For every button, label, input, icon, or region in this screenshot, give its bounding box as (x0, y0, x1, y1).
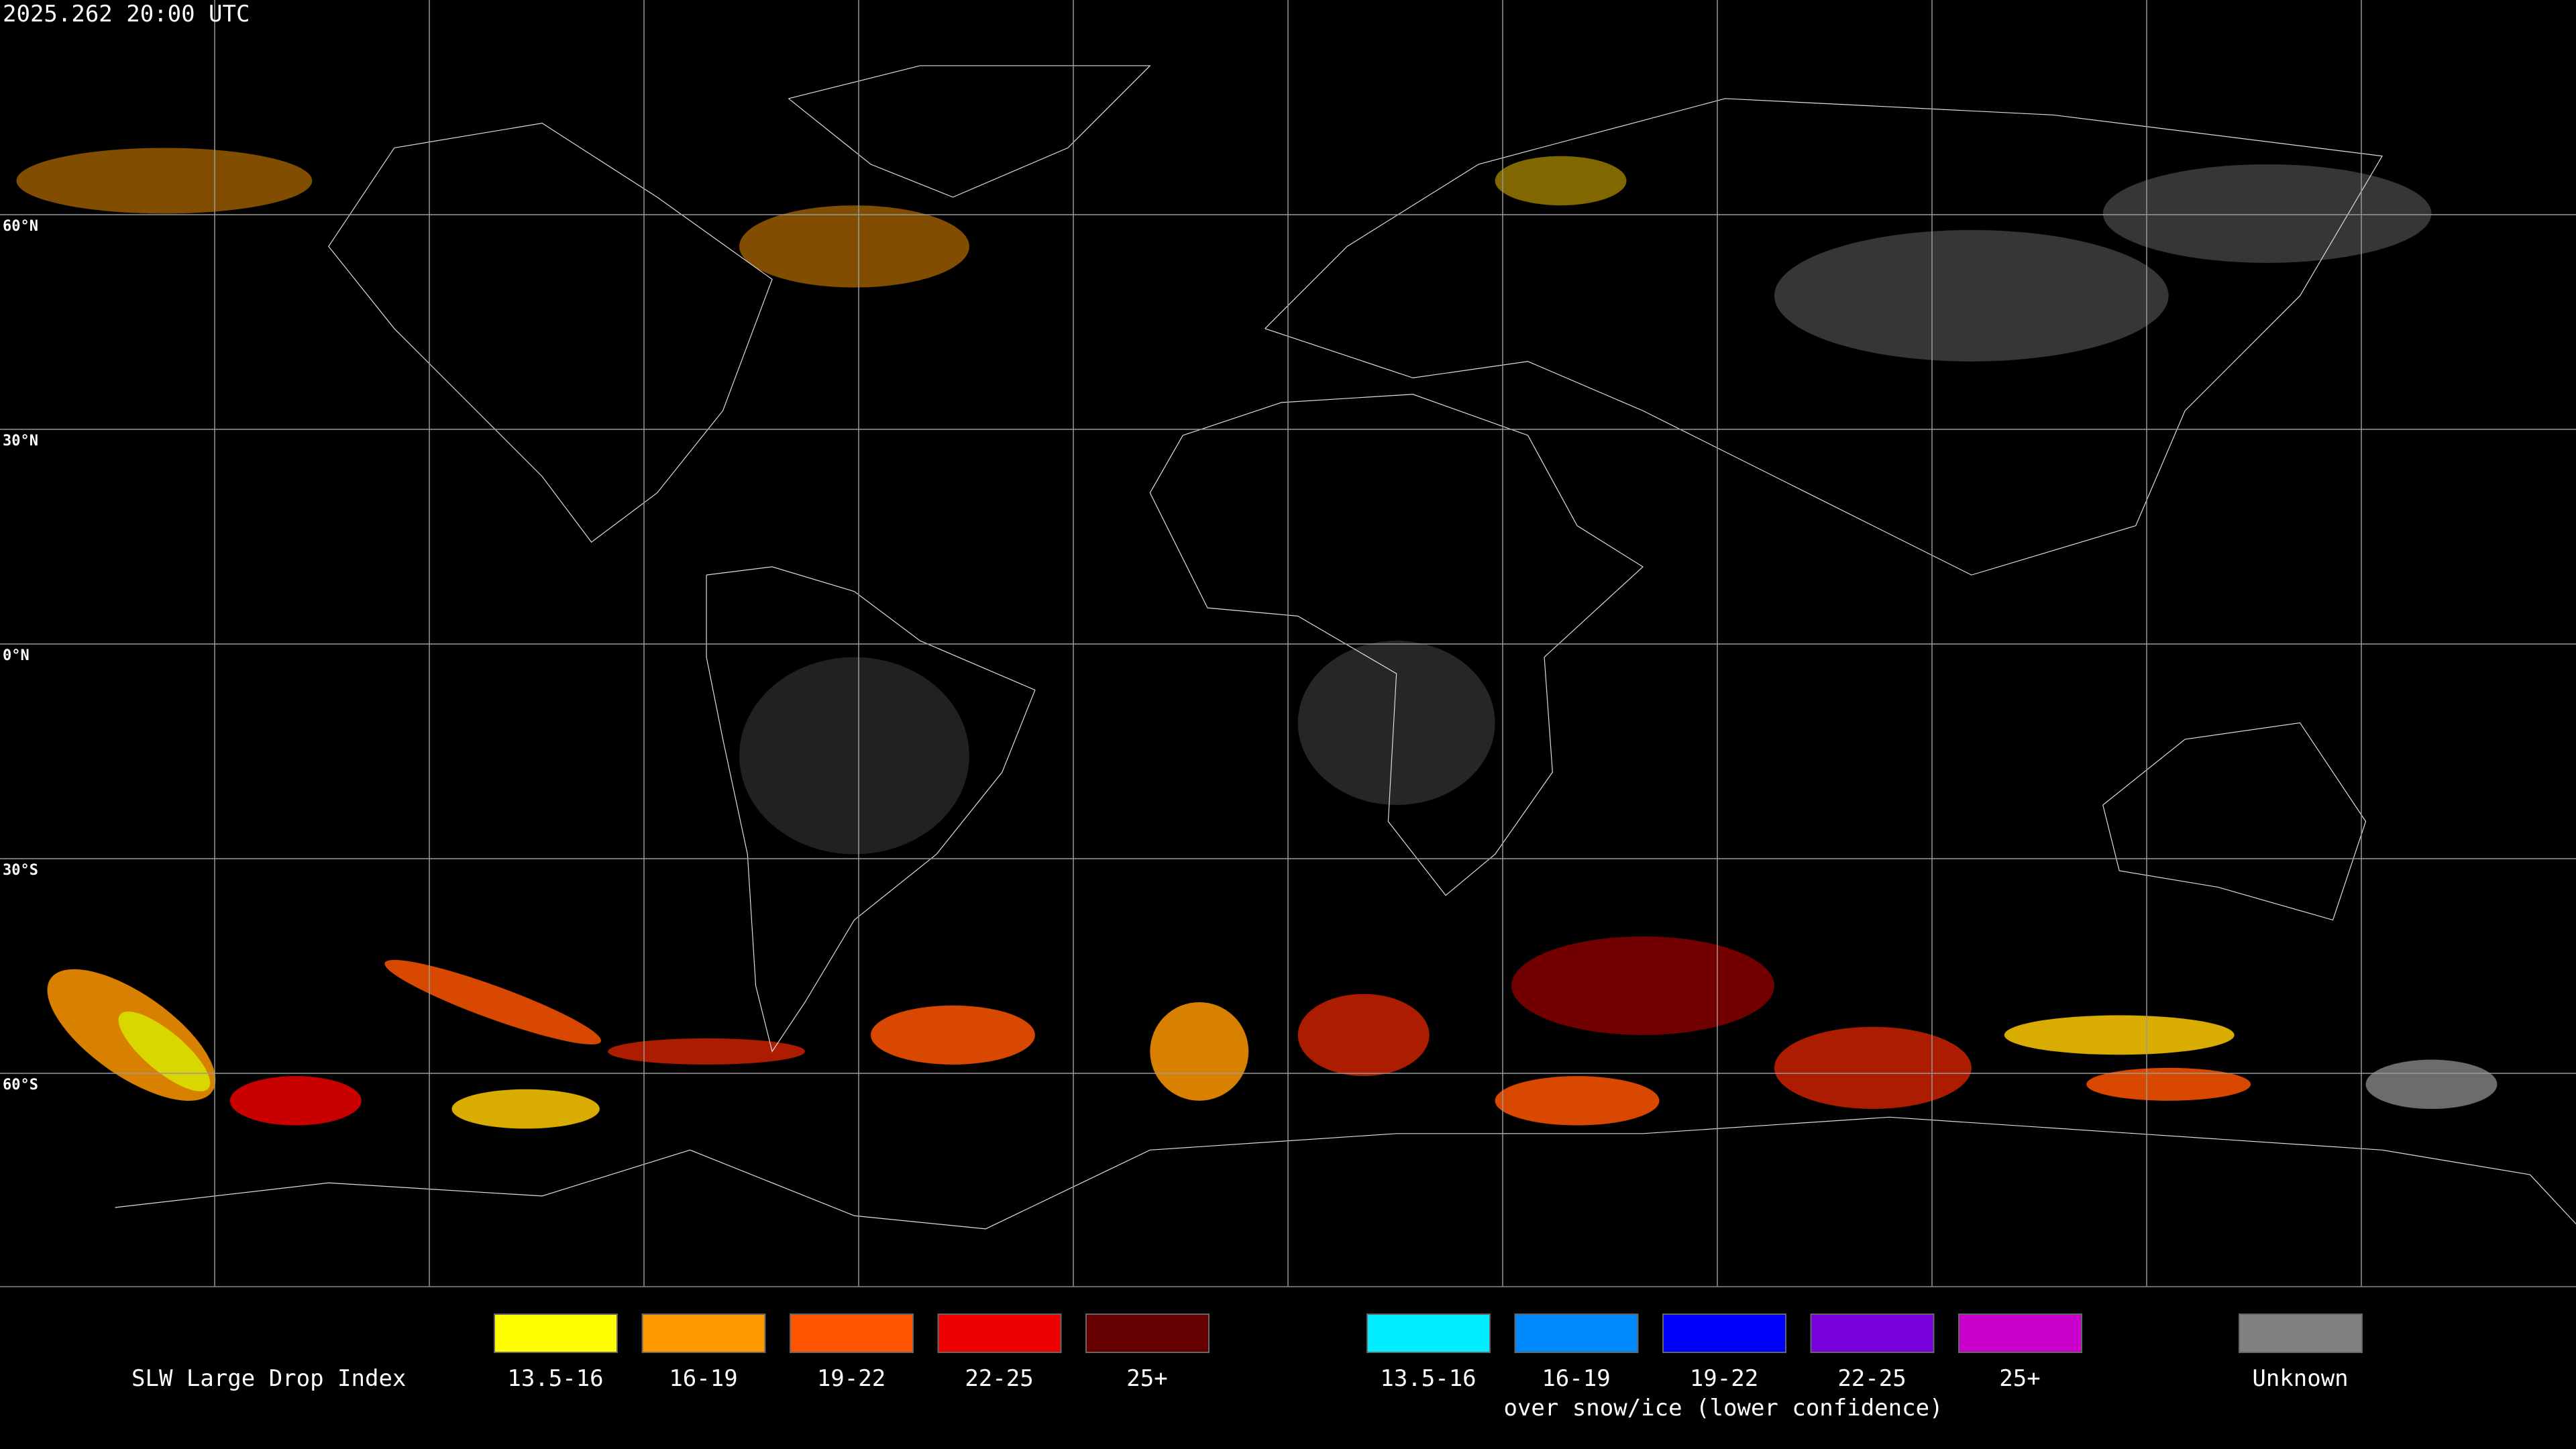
timestamp: 2025.262 20:00 UTC (3, 1, 250, 28)
cloud (1495, 156, 1627, 206)
legend-swatch (790, 1313, 914, 1353)
cloud (739, 657, 969, 855)
legend-label: 13.5-16 (507, 1365, 603, 1392)
legend-label: 13.5-16 (1380, 1365, 1476, 1392)
coastline (789, 66, 1150, 197)
cloud (2102, 164, 2432, 263)
coastline (329, 123, 772, 542)
legend-swatch (1662, 1313, 1786, 1353)
latitude-label: 0°N (3, 647, 30, 664)
cloud (1297, 641, 1495, 806)
cloud (384, 959, 602, 1044)
cloud (870, 1005, 1035, 1065)
cloud (1774, 1026, 1972, 1110)
legend-caption: over snow/ice (lower confidence) (1503, 1395, 1943, 1421)
cloud (118, 1011, 211, 1091)
graticule (0, 0, 2576, 1287)
cloud (1774, 229, 2169, 362)
cloud-field (16, 148, 2498, 1129)
cloud (229, 1076, 362, 1126)
cloud (451, 1089, 600, 1129)
coastline (1150, 394, 1643, 896)
legend-swatch (1085, 1313, 1210, 1353)
legend-label: 25+ (1999, 1365, 2040, 1392)
coastline (115, 1117, 2576, 1229)
cloud (1150, 1002, 1249, 1101)
latitude-label: 30°S (3, 862, 38, 879)
legend-label: 25+ (1126, 1365, 1167, 1392)
legend-label: 19-22 (1690, 1365, 1758, 1392)
cloud (2086, 1067, 2251, 1101)
cloud (739, 205, 969, 288)
legend-swatch (1958, 1313, 2082, 1353)
cloud (1495, 1076, 1660, 1126)
latitude-label: 60°N (3, 218, 38, 235)
legend-swatch (494, 1313, 618, 1353)
map-decoration (16, 66, 2576, 1229)
latitude-label: 60°S (3, 1077, 38, 1093)
latitude-label: 30°N (3, 433, 38, 449)
coastline (706, 567, 1035, 1051)
cloud (16, 148, 313, 214)
legend-title: SLW Large Drop Index (131, 1365, 406, 1392)
legend-swatch (1366, 1313, 1491, 1353)
legend-swatch (1810, 1313, 1935, 1353)
coastline (2103, 723, 2366, 920)
legend-swatch (1514, 1313, 1639, 1353)
cloud (608, 1038, 806, 1065)
coastline (1265, 99, 2382, 575)
legend-label: 22-25 (1837, 1365, 1906, 1392)
legend-label: 19-22 (817, 1365, 885, 1392)
legend-swatch (641, 1313, 766, 1353)
legend-label: 22-25 (965, 1365, 1033, 1392)
legend-swatch (937, 1313, 1062, 1353)
cloud (1511, 936, 1774, 1035)
legend-label: 16-19 (669, 1365, 737, 1392)
legend-swatch (2239, 1313, 2363, 1353)
cloud (1297, 994, 1430, 1077)
cloud (2365, 1059, 2498, 1110)
cloud (2004, 1015, 2235, 1055)
legend-label: Unknown (2252, 1365, 2348, 1392)
legend-label: 16-19 (1542, 1365, 1610, 1392)
